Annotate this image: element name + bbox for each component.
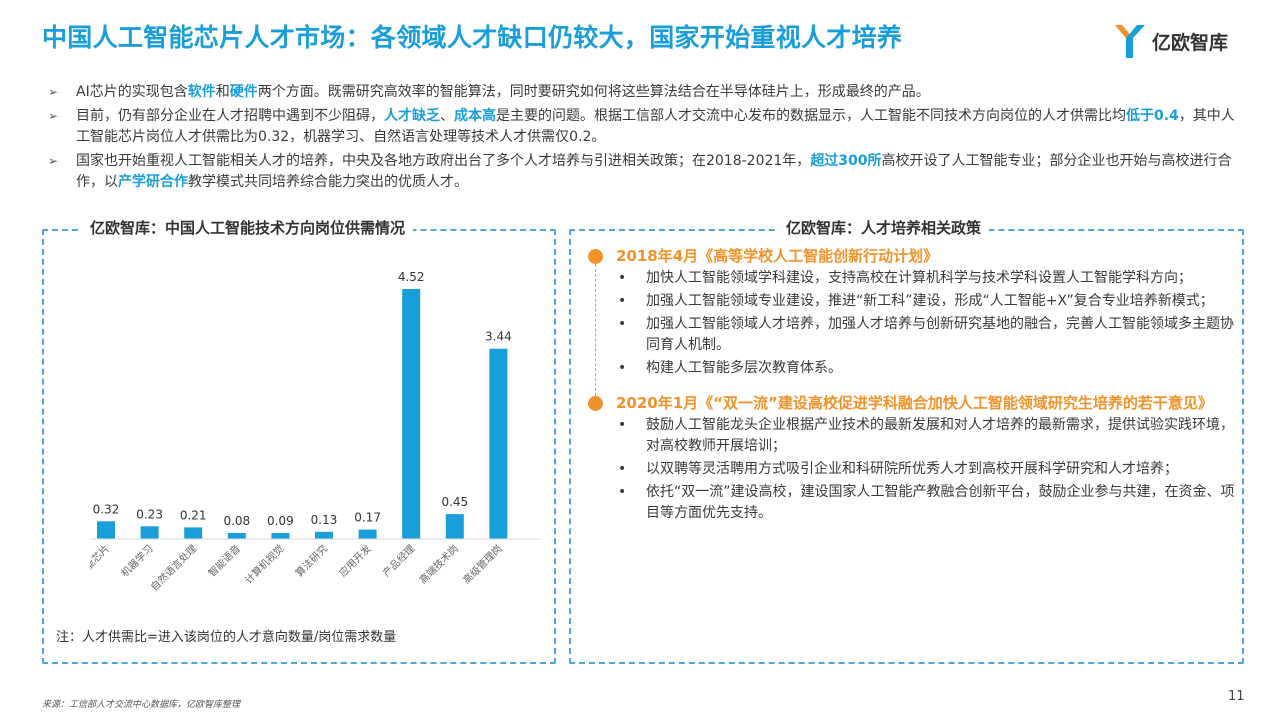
category-label: 智能语音: [205, 542, 242, 579]
source-note: 来源：工信部人才交流中心数据库，亿欧智库整理: [42, 700, 241, 710]
policy-heading: 2018年4月《高等学校人工智能创新行动计划》: [588, 246, 1238, 266]
policy-item: 2020年1月《“双一流”建设高校促进学科融合加快人工智能领域研究生培养的若干意…: [588, 393, 1238, 524]
bar: [184, 527, 203, 539]
bullet-item: ➢ 国家也开始重视人工智能相关人才的培养，中央及各地方政府出台了多个人才培养与引进…: [48, 151, 1248, 193]
policy-point-text: 加快人工智能领域学科建设，支持高校在计算机科学与技术学科设置人工智能学科方向；: [646, 270, 1192, 286]
category-label: 自然语言处理: [148, 542, 200, 594]
page-title: 中国人工智能芯片人才市场：各领域人才缺口仍较大，国家开始重视人才培养: [42, 23, 903, 52]
policy-panel-title: 亿欧智库：人才培养相关政策: [778, 217, 990, 238]
yiou-logo-icon: [1115, 25, 1145, 58]
policy-point: • 加强人工智能领域专业建设，推进“新工科”建设，形成“人工智能+X”复合专业培养…: [588, 291, 1238, 312]
bullet-item: ➢ 目前，仍有部分企业在人才招聘中遇到不少阻碍，人才缺乏、成本高是主要的问题。根据…: [48, 106, 1248, 148]
bullet-dot-icon: •: [618, 417, 627, 433]
bullet-dot-icon: •: [618, 360, 627, 376]
logo: 亿欧智库: [1112, 18, 1252, 62]
bar-value-label: 0.23: [136, 507, 163, 521]
policy-point-text: 构建人工智能多层次教育体系。: [646, 360, 842, 376]
category-label: 人工智能芯片: [90, 542, 112, 594]
timeline-dot-icon: [588, 249, 603, 264]
bar-value-label: 0.32: [93, 502, 120, 516]
policy-point-text: 依托“双一流”建设高校，建设国家人工智能产教融合创新平台，鼓励企业参与共建，在资…: [646, 484, 1235, 521]
arrow-bullet-icon: ➢: [48, 109, 59, 123]
page-number: 11: [1228, 689, 1245, 704]
bar: [402, 289, 421, 539]
policy-point-text: 鼓励人工智能龙头企业根据产业技术的最新发展和对人才培养的最新需求，提供试验实践环…: [646, 417, 1234, 454]
policy-point: • 加强人工智能领域人才培养，加强人才培养与创新研究基地的融合，完善人工智能领域多…: [588, 314, 1238, 356]
bar-value-label: 0.45: [441, 495, 468, 509]
bar-value-label: 0.21: [180, 508, 207, 522]
policy-heading-text: 2020年1月《“双一流”建设高校促进学科融合加快人工智能领域研究生培养的若干意…: [616, 394, 1213, 412]
policy-point: • 以双聘等灵活聘用方式吸引企业和科研院所优秀人才到高校开展科学研究和人才培养；: [588, 459, 1238, 480]
timeline-connector: [595, 264, 596, 396]
bullet-text: AI芯片的实现包含软件和硬件两个方面。既需研究高效率的智能算法，同时要研究如何将…: [76, 84, 930, 100]
logo-text: 亿欧智库: [1152, 32, 1229, 54]
bullet-dot-icon: •: [618, 484, 627, 500]
policy-point-text: 加强人工智能领域人才培养，加强人才培养与创新研究基地的融合，完善人工智能领域多主…: [646, 316, 1234, 353]
bullet-dot-icon: •: [618, 316, 627, 332]
bar-value-label: 3.44: [485, 330, 512, 344]
bullet-item: ➢ AI芯片的实现包含软件和硬件两个方面。既需研究高效率的智能算法，同时要研究如何…: [48, 82, 1248, 103]
policy-point: • 构建人工智能多层次教育体系。: [588, 358, 1238, 379]
category-label: 高端技术岗: [416, 542, 461, 587]
policy-heading: 2020年1月《“双一流”建设高校促进学科融合加快人工智能领域研究生培养的若干意…: [588, 393, 1238, 413]
chart-panel-title: 亿欧智库：中国人工智能技术方向岗位供需情况: [82, 217, 414, 238]
category-label: 算法研究: [293, 542, 330, 579]
bar-value-label: 0.09: [267, 514, 294, 528]
bar: [315, 531, 333, 539]
policy-point-text: 以双聘等灵活聘用方式吸引企业和科研院所优秀人才到高校开展科学研究和人才培养；: [646, 461, 1178, 477]
bullet-dot-icon: •: [618, 293, 627, 309]
bar: [271, 533, 290, 539]
bullet-dot-icon: •: [618, 270, 627, 286]
policy-point: • 加快人工智能领域学科建设，支持高校在计算机科学与技术学科设置人工智能学科方向；: [588, 268, 1238, 289]
bar-chart: 0.32 人工智能芯片 0.23 机器学习 0.21 自然语言处理 0.08 智能语音 0.09…: [90, 270, 540, 594]
bullet-text: 目前，仍有部分企业在人才招聘中遇到不少阻碍，人才缺乏、成本高是主要的问题。根据工…: [76, 108, 1235, 145]
arrow-bullet-icon: ➢: [48, 85, 59, 99]
category-label: 高级管理岗: [460, 542, 505, 587]
arrow-bullet-icon: ➢: [48, 154, 59, 168]
bar: [489, 348, 508, 539]
bullet-text: 国家也开始重视人工智能相关人才的培养，中央及各地方政府出台了多个人才培养与引进相…: [76, 153, 1232, 190]
policy-point: • 依托“双一流”建设高校，建设国家人工智能产教融合创新平台，鼓励企业参与共建，在…: [588, 482, 1238, 524]
category-label: 计算机视觉: [242, 542, 287, 587]
bullet-dot-icon: •: [618, 461, 627, 477]
bar: [97, 521, 115, 539]
bar-value-label: 0.13: [311, 513, 338, 527]
policy-heading-text: 2018年4月《高等学校人工智能创新行动计划》: [616, 247, 939, 265]
category-label: 应用开发: [336, 542, 373, 579]
category-label: 产品经理: [380, 542, 417, 579]
bar: [227, 533, 246, 539]
policy-timeline: 2018年4月《高等学校人工智能创新行动计划》 • 加快人工智能领域学科建设，支持高…: [588, 246, 1238, 538]
bar-value-label: 0.17: [354, 511, 381, 525]
chart-note: 注：人才供需比=进入该岗位的人才意向数量/岗位需求数量: [56, 630, 397, 645]
category-label: 机器学习: [118, 542, 155, 579]
bar: [140, 526, 159, 539]
bar: [358, 529, 377, 539]
timeline-dot-icon: [588, 396, 603, 411]
bullet-list: ➢ AI芯片的实现包含软件和硬件两个方面。既需研究高效率的智能算法，同时要研究如何…: [48, 82, 1248, 196]
bar: [445, 514, 464, 539]
policy-point-text: 加强人工智能领域专业建设，推进“新工科”建设，形成“人工智能+X”复合专业培养新…: [646, 293, 1214, 309]
bar-value-label: 0.08: [223, 514, 250, 528]
policy-point: • 鼓励人工智能龙头企业根据产业技术的最新发展和对人才培养的最新需求，提供试验实践…: [588, 415, 1238, 457]
policy-item: 2018年4月《高等学校人工智能创新行动计划》 • 加快人工智能领域学科建设，支持高…: [588, 246, 1238, 379]
bar-value-label: 4.52: [398, 270, 425, 284]
